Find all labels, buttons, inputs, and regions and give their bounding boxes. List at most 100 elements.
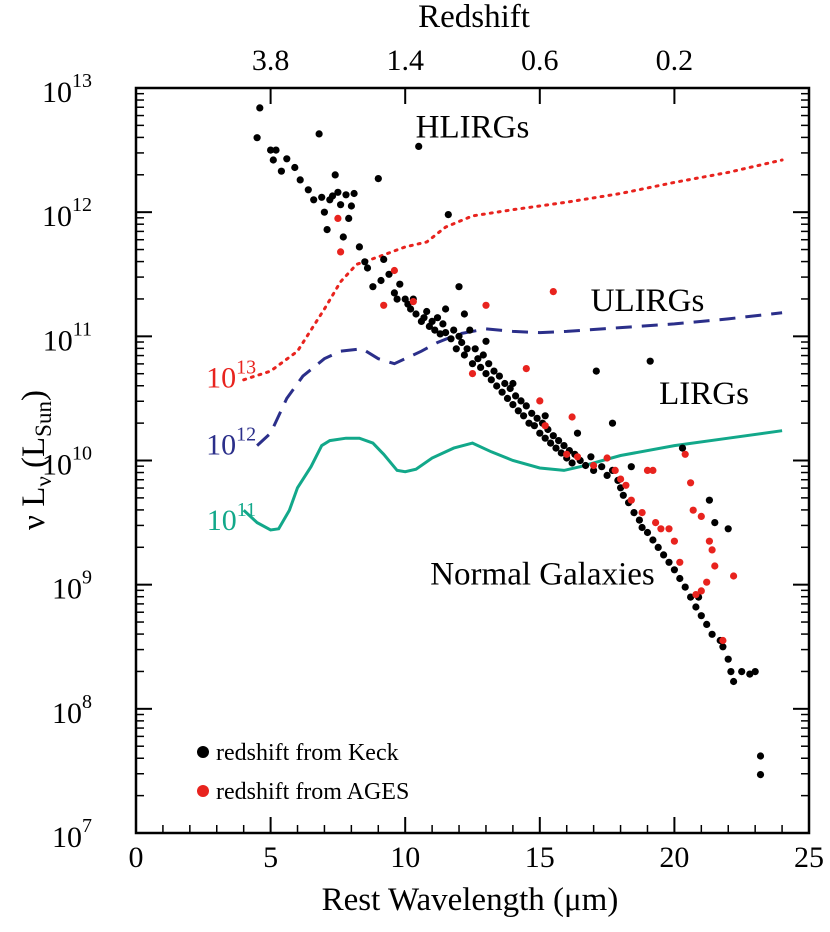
keck-point [555,437,563,445]
curve-label: 1012 [206,423,256,461]
keck-point [660,551,668,559]
keck-point [350,189,358,198]
legend-keck-marker [197,746,209,758]
keck-point [670,566,679,574]
ages-point [573,453,582,461]
keck-point [498,388,506,396]
ages-point [568,413,576,421]
keck-point [412,310,420,318]
ages-point [670,537,679,545]
ages-point [468,370,477,378]
keck-point [536,429,544,437]
keck-point [635,516,644,524]
keck-point [530,422,539,430]
keck-point [724,655,732,663]
keck-point [291,163,299,172]
keck-point [490,367,498,375]
ages-point [643,466,652,474]
plot-frame [134,86,811,835]
keck-point [533,414,541,422]
keck-point [479,351,487,359]
ages-point [665,525,673,533]
y-tick-label: 1013 [42,70,92,109]
ages-point [692,591,700,599]
keck-point [493,382,501,390]
keck-point [380,255,388,263]
ages-point [711,562,719,570]
keck-point [495,372,503,380]
keck-point [727,668,735,676]
keck-point [450,326,458,334]
keck-point [692,603,700,611]
top-axis-title: Redshift [418,0,530,35]
keck-point [363,264,372,272]
top-tick-label: 0.6 [521,44,559,77]
keck-point [361,258,369,266]
keck-point [630,508,638,517]
keck-point [511,392,520,400]
keck-point [485,360,493,368]
keck-point [390,289,398,297]
keck-point [272,146,280,154]
y-tick-label: 108 [52,691,92,730]
keck-point [256,104,264,112]
ages-point [334,214,342,222]
keck-point [342,191,350,199]
keck-point [345,214,353,222]
keck-point [592,367,600,375]
keck-point [608,419,617,427]
keck-point [407,305,415,313]
x-tick-label: 5 [263,841,278,874]
keck-point [638,523,646,532]
keck-point [541,412,549,420]
keck-point [420,314,428,322]
keck-point [568,459,576,467]
ages-point [522,365,530,373]
keck-point [277,167,285,175]
ages-point [687,479,695,487]
curve-label: 1011 [207,499,256,537]
keck-point [711,519,719,527]
keck-point [587,453,595,461]
x-tick-label: 20 [659,841,689,874]
curve-dashed [256,311,783,447]
keck-point [676,574,684,583]
keck-point [460,351,468,359]
ages-point [590,461,598,470]
keck-point [719,643,727,651]
ages-point [657,525,665,533]
keck-point [487,376,495,384]
keck-point [455,332,463,340]
curve-label: 1013 [206,356,256,394]
y-tick-label: 109 [52,567,92,606]
ages-point [719,636,727,645]
keck-point [444,211,452,219]
keck-point [482,337,490,345]
keck-point [678,444,687,452]
top-tick-label: 1.4 [386,44,424,77]
keck-point [552,444,560,452]
ages-point [611,466,619,474]
data-points [253,104,765,779]
curve-dotted [242,158,784,382]
ages-point [563,450,571,458]
x-tick-label: 15 [525,841,555,874]
ages-point [708,546,716,554]
keck-point [705,496,714,504]
keck-point [738,668,746,676]
keck-point [447,335,455,343]
ages-point [652,519,660,527]
keck-point [393,295,401,303]
keck-point [474,355,482,363]
keck-point [331,171,339,179]
keck-point [377,276,385,285]
keck-point [549,432,557,440]
legend-keck-label: redshift from Keck [216,740,399,766]
luminosity-curves: 1013 1012 1011 [206,158,784,537]
keck-point [582,461,590,470]
ages-point [703,578,711,586]
y-tick-label: 1012 [42,194,92,233]
keck-point [318,193,326,201]
keck-point [460,310,468,318]
keck-point [347,202,355,210]
